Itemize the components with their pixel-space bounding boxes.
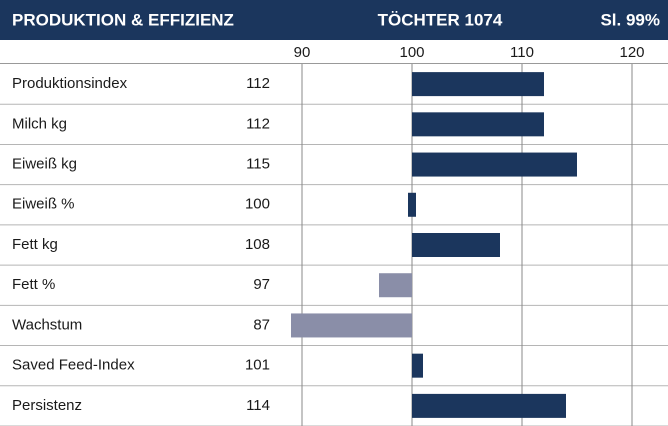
value-label: 112 <box>246 115 270 132</box>
bar <box>412 233 500 257</box>
value-label: 87 <box>253 316 270 333</box>
x-tick-label: 90 <box>294 44 311 61</box>
value-label: 114 <box>246 397 270 414</box>
category-label: Persistenz <box>12 397 82 414</box>
x-tick-label: 110 <box>510 44 534 61</box>
bar <box>412 393 566 418</box>
value-label: 108 <box>245 236 270 253</box>
bar <box>412 152 577 177</box>
value-label: 97 <box>253 276 270 293</box>
value-label: 115 <box>246 156 270 173</box>
annotation: Sl. 99% <box>600 10 660 29</box>
category-label: Wachstum <box>12 316 82 333</box>
bar <box>412 353 423 378</box>
category-label: Fett kg <box>12 236 58 253</box>
value-label: 101 <box>245 357 270 374</box>
x-tick-label: 120 <box>619 44 644 61</box>
bar <box>408 192 416 217</box>
value-label: 100 <box>245 196 270 213</box>
bar <box>291 313 412 338</box>
category-label: Saved Feed-Index <box>12 357 135 374</box>
category-label: Fett % <box>12 276 55 293</box>
bar <box>412 112 544 137</box>
chart-title: PRODUKTION & EFFIZIENZ <box>12 10 234 29</box>
bar <box>379 273 412 298</box>
category-label: Eiweiß kg <box>12 156 77 173</box>
category-label: Milch kg <box>12 115 67 132</box>
category-label: Eiweiß % <box>12 196 75 213</box>
header-band <box>0 0 668 40</box>
category-label: Produktionsindex <box>12 75 128 92</box>
subtitle: TÖCHTER 1074 <box>378 10 503 29</box>
bar <box>412 72 544 97</box>
x-tick-label: 100 <box>399 44 424 61</box>
value-label: 112 <box>246 75 270 92</box>
